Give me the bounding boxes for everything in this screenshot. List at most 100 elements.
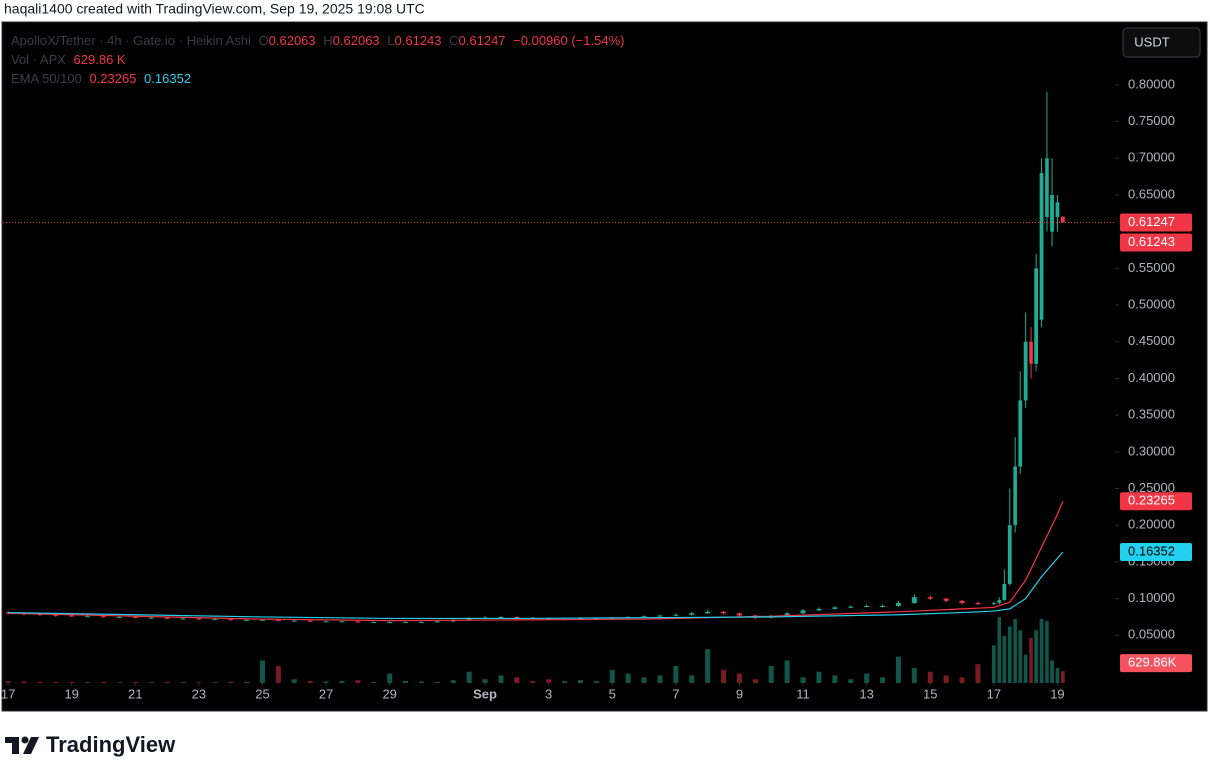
volume-bar <box>1013 618 1017 683</box>
volume-bar <box>100 681 106 683</box>
volume-bar <box>673 666 679 683</box>
candle-body <box>721 611 727 614</box>
candle-body <box>689 613 695 615</box>
price-badge-label: 0.16352 <box>1128 543 1175 558</box>
volume-bar <box>1029 637 1033 683</box>
candle-body <box>1060 216 1065 223</box>
volume-bar <box>927 671 933 683</box>
candle-body <box>848 606 854 608</box>
volume-bar <box>180 682 186 683</box>
volume-bar <box>784 660 790 683</box>
candle-body <box>959 600 965 604</box>
volume-bar <box>577 680 583 683</box>
volume-bar <box>116 682 122 683</box>
candle-body <box>911 597 917 604</box>
volume-bar <box>1002 635 1007 683</box>
volume-bar <box>1050 660 1054 683</box>
y-tick-label: 0.40000 <box>1128 370 1175 385</box>
volume-bar <box>689 675 695 683</box>
y-tick-label: 0.10000 <box>1128 590 1175 605</box>
volume-bar <box>1039 618 1044 683</box>
close-value: 0.61247 <box>459 33 506 48</box>
x-tick-label: 25 <box>255 686 269 701</box>
candle-body <box>339 621 345 623</box>
candle-body <box>164 617 170 619</box>
candle-body <box>784 613 790 617</box>
volume-bar <box>641 677 647 683</box>
brand: TradingView <box>46 732 176 757</box>
candle-body <box>53 614 59 616</box>
price-badge-label: 629.86K <box>1128 655 1177 670</box>
candle-body <box>180 618 186 620</box>
y-tick-label: 0.75000 <box>1128 113 1175 128</box>
candle-body <box>85 616 91 618</box>
candle-body <box>387 622 393 624</box>
candle-body <box>1034 268 1039 364</box>
volume-bar <box>1018 630 1023 683</box>
volume-bar <box>768 666 774 683</box>
legend-main: ApolloX/Tether · 4h · Gate.io · Heikin A… <box>11 33 624 48</box>
candle-body <box>403 622 409 624</box>
price-badge <box>1120 213 1192 232</box>
candle-body <box>1045 158 1049 218</box>
volume-bar <box>1034 630 1039 683</box>
candle-body <box>705 611 711 614</box>
ema-line <box>8 551 1064 620</box>
ohlc-letter: C <box>449 33 458 48</box>
candle-body <box>943 598 949 601</box>
volume-bar <box>1045 620 1049 683</box>
candle-body <box>880 605 886 607</box>
candle-body <box>546 618 552 620</box>
candle-body <box>212 619 218 621</box>
y-tick-label: 0.65000 <box>1128 186 1175 201</box>
volume-bar <box>498 675 504 683</box>
candle-body <box>498 616 504 618</box>
volume-bar <box>307 681 313 683</box>
y-tick-label: 0.30000 <box>1128 443 1175 458</box>
candle-body <box>641 616 647 618</box>
x-tick-label: 17 <box>1 686 15 701</box>
change: −0.00960 (−1.54%) <box>513 33 624 48</box>
x-tick-label: 7 <box>672 686 679 701</box>
candle-body <box>1050 194 1054 232</box>
volume-bar <box>1007 626 1012 683</box>
x-tick-label: 13 <box>859 686 873 701</box>
volume-bar <box>228 681 234 683</box>
candle-body <box>657 615 663 617</box>
volume-bar <box>212 682 218 683</box>
price-badge <box>1120 654 1192 673</box>
y-tick-label: 0.25000 <box>1128 480 1175 495</box>
volume-bar <box>339 681 345 683</box>
volume-bar <box>418 681 424 683</box>
currency-button[interactable] <box>1122 27 1201 58</box>
volume-bar <box>5 681 11 683</box>
candle-body <box>69 615 75 617</box>
volume-bar <box>371 681 377 683</box>
candle-body <box>1039 172 1044 320</box>
candle-body <box>132 616 138 618</box>
volume-bar <box>975 664 981 683</box>
candle-body <box>259 619 265 621</box>
y-tick-label: 0.35000 <box>1128 407 1175 422</box>
x-tick-label: 15 <box>923 686 937 701</box>
price-badge <box>1120 492 1192 511</box>
logo-shape <box>23 737 39 754</box>
candle-body <box>291 620 297 622</box>
candle-body <box>418 622 424 624</box>
currency[interactable]: USDT <box>1134 34 1169 49</box>
x-tick-label: 11 <box>796 686 810 701</box>
candle-body <box>1023 341 1028 401</box>
symbol: ApolloX/Tether · 4h · Gate.io · Heikin A… <box>11 33 251 48</box>
x-tick-label: 5 <box>609 686 616 701</box>
volume-bar <box>514 677 520 683</box>
candle-body <box>1007 525 1012 584</box>
ohlc-letter: L <box>387 33 394 48</box>
volume-bar <box>705 649 711 683</box>
candle-body <box>148 617 154 619</box>
candle-body <box>1002 583 1007 601</box>
volume-bar <box>895 656 901 683</box>
price-badge-label: 0.61243 <box>1128 234 1175 249</box>
ema50-value: 0.23265 <box>89 71 136 86</box>
